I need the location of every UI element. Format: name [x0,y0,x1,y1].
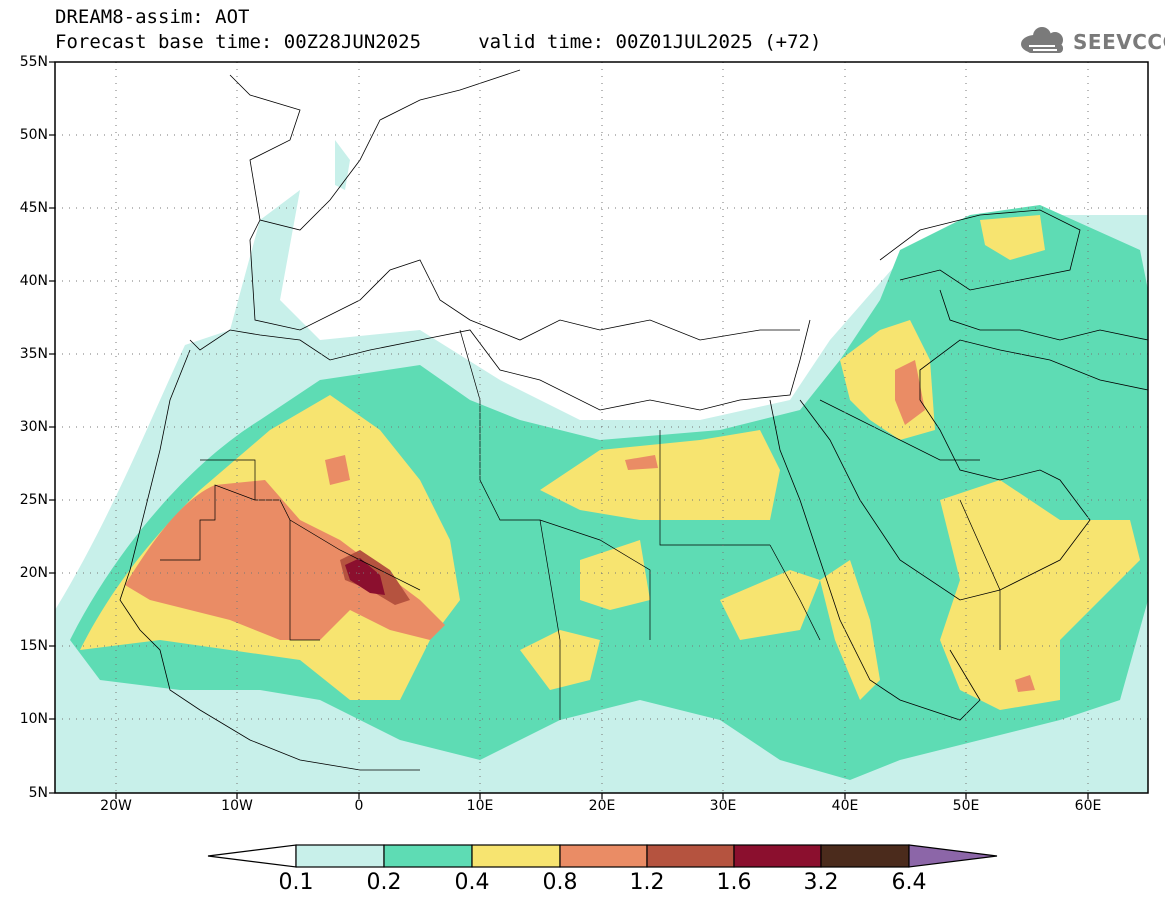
colorbar-segment-4 [559,844,648,868]
lat-label: 55N [19,54,48,70]
colorbar-segment-low [207,844,297,868]
lon-label: 50E [952,798,980,814]
lat-label: 50N [19,127,48,143]
color-bar [207,844,998,868]
colorbar-label: 0.2 [366,870,402,895]
lat-label: 5N [28,785,48,801]
colorbar-label: 1.6 [716,870,752,895]
chart-title: DREAM8-assim: AOT [55,6,250,28]
colorbar-segment-2 [383,844,473,868]
country-borders [160,329,1001,720]
lat-label: 45N [19,200,48,216]
lat-label: 20N [19,565,48,581]
colorbar-segment-high [908,844,998,868]
lon-label: 0 [354,798,364,814]
forecast-time-line: Forecast base time: 00Z28JUN2025 valid t… [55,31,822,53]
graticule [55,62,1148,793]
colorbar-label: 6.4 [891,870,927,895]
lon-label: 10E [466,798,494,814]
lon-label: 10W [221,798,253,814]
lon-label: 60E [1074,798,1102,814]
colorbar-segment-1 [295,844,385,868]
aot-contour-1.6 [345,558,385,595]
lat-label: 30N [19,419,48,435]
lat-label: 15N [19,638,48,654]
lon-label: 40E [831,798,859,814]
lat-label: 10N [19,711,48,727]
lon-label: 30E [709,798,737,814]
colorbar-label: 0.4 [454,870,490,895]
colorbar-label: 0.1 [278,870,314,895]
lon-label: 20W [100,798,132,814]
colorbar-segment-5 [646,844,735,868]
colorbar-label: 3.2 [803,870,839,895]
colorbar-segment-3 [471,844,561,868]
logo-text: SEEVCCC [1073,30,1165,54]
cloud-logo-icon [1021,27,1063,53]
colorbar-segment-6 [733,844,822,868]
lat-label: 25N [19,492,48,508]
lon-label: 20E [588,798,616,814]
colorbar-segment-7 [820,844,910,868]
lat-label: 40N [19,273,48,289]
colorbar-label: 0.8 [542,870,578,895]
coastlines [119,69,1148,771]
colorbar-label: 1.2 [629,870,665,895]
tick-marks [49,61,1089,799]
lat-label: 35N [19,346,48,362]
